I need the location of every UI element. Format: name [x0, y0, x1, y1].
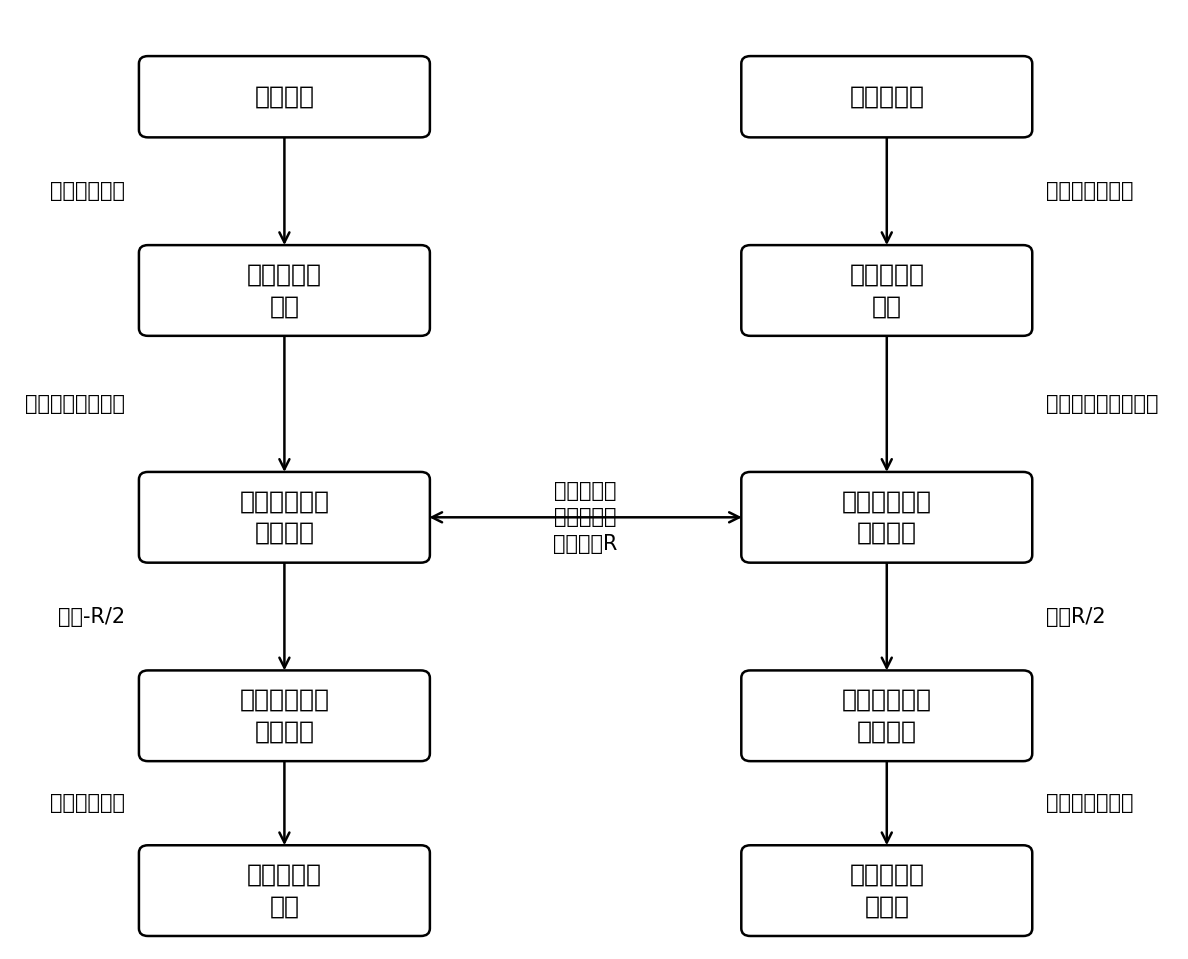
Text: 校正后可见
光图像: 校正后可见 光图像 [849, 863, 924, 919]
FancyBboxPatch shape [741, 845, 1032, 936]
Text: 旋转R/2: 旋转R/2 [1045, 606, 1106, 626]
FancyBboxPatch shape [139, 246, 430, 336]
Text: 红外图像: 红外图像 [254, 84, 315, 108]
Text: 可见光图像: 可见光图像 [849, 84, 924, 108]
FancyBboxPatch shape [741, 670, 1032, 761]
FancyBboxPatch shape [139, 472, 430, 563]
Text: 正规坐标系校
正后图像: 正规坐标系校 正后图像 [240, 688, 329, 743]
Text: 可见光相机内参: 可见光相机内参 [1045, 181, 1133, 201]
Text: 红外相机畸变系数: 红外相机畸变系数 [25, 394, 125, 414]
Text: 正规坐标系去
畸变图像: 正规坐标系去 畸变图像 [240, 489, 329, 545]
Text: 可见光相机
到红外相机
的旋转是R: 可见光相机 到红外相机 的旋转是R [554, 480, 618, 553]
FancyBboxPatch shape [741, 56, 1032, 137]
FancyBboxPatch shape [741, 472, 1032, 563]
FancyBboxPatch shape [139, 845, 430, 936]
Text: 红外相机内参: 红外相机内参 [50, 793, 125, 813]
Text: 旋转-R/2: 旋转-R/2 [58, 606, 125, 626]
FancyBboxPatch shape [139, 56, 430, 137]
Text: 正规坐标系
原图: 正规坐标系 原图 [849, 263, 924, 318]
Text: 可见光相机畸变系数: 可见光相机畸变系数 [1045, 394, 1158, 414]
Text: 校正后红外
图像: 校正后红外 图像 [247, 863, 322, 919]
Text: 红外相机内参: 红外相机内参 [50, 181, 125, 201]
Text: 可见光相机内参: 可见光相机内参 [1045, 793, 1133, 813]
Text: 正规坐标系
原图: 正规坐标系 原图 [247, 263, 322, 318]
Text: 正规坐标系去
畸变图像: 正规坐标系去 畸变图像 [842, 489, 931, 545]
Text: 正规坐标系校
正后图像: 正规坐标系校 正后图像 [842, 688, 931, 743]
FancyBboxPatch shape [741, 246, 1032, 336]
FancyBboxPatch shape [139, 670, 430, 761]
